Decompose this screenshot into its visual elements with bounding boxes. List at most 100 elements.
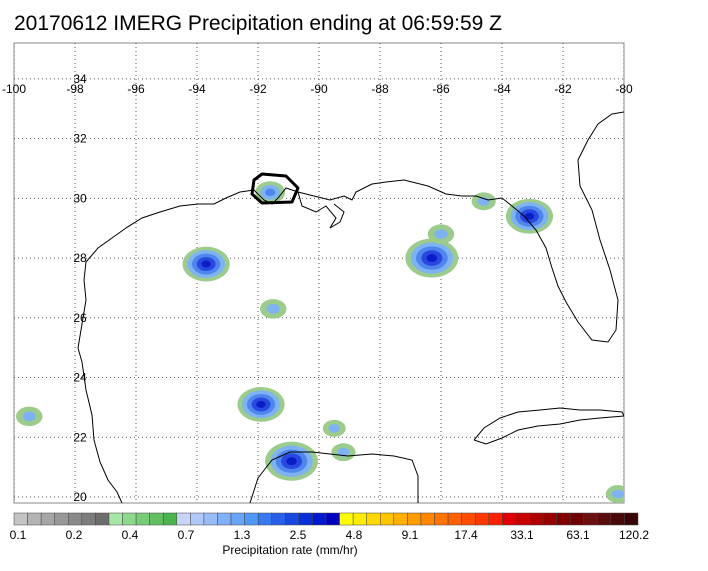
colorbar-swatch bbox=[257, 512, 272, 526]
lon-tick-label: -84 bbox=[493, 82, 511, 96]
colorbar-tick-label: 4.8 bbox=[346, 528, 363, 542]
mississippi-delta bbox=[297, 191, 345, 229]
colorbar-swatch bbox=[230, 512, 245, 526]
precip-cell bbox=[260, 299, 287, 319]
lon-tick-label: -88 bbox=[371, 82, 389, 96]
colorbar-tick-label: 0.7 bbox=[178, 528, 195, 542]
colorbar-swatch bbox=[515, 512, 530, 526]
colorbar-swatch bbox=[271, 512, 286, 526]
yucatan-coastline bbox=[249, 451, 419, 503]
colorbar-swatch bbox=[27, 512, 42, 526]
colorbar-swatch bbox=[447, 512, 462, 526]
colorbar-swatch bbox=[529, 512, 544, 526]
lon-tick-label: -86 bbox=[432, 82, 450, 96]
colorbar-swatch bbox=[352, 512, 367, 526]
precip-cell bbox=[427, 224, 455, 244]
colorbar-swatch bbox=[217, 512, 232, 526]
colorbar-swatch bbox=[366, 512, 381, 526]
colorbar-swatch bbox=[285, 512, 300, 526]
colorbar-swatch bbox=[474, 512, 490, 526]
colorbar-swatch bbox=[542, 512, 557, 526]
colorbar-swatch bbox=[502, 512, 517, 526]
precip-cell bbox=[505, 198, 554, 234]
colorbar-swatch bbox=[108, 512, 123, 526]
lon-tick-label: -80 bbox=[615, 82, 633, 96]
axis-tick-labels: -100 -98 -96 -94 -92 -90 -88 -86 -84 -82 -80 20 22 24… bbox=[2, 72, 633, 504]
lon-tick-label: -98 bbox=[66, 82, 84, 96]
cuba-coastline bbox=[473, 407, 624, 445]
colorbar-swatch bbox=[461, 512, 476, 526]
colorbar-tick-label: 63.1 bbox=[566, 528, 590, 542]
precip-cell bbox=[405, 238, 459, 278]
colorbar-swatch bbox=[203, 512, 218, 526]
colorbar-label: Precipitation rate (mm/hr) bbox=[222, 543, 358, 557]
colorbar-swatch bbox=[176, 512, 191, 526]
highlight-outline bbox=[250, 172, 300, 205]
colorbar-swatch bbox=[68, 512, 83, 526]
colorbar-swatch bbox=[81, 512, 96, 526]
colorbar-swatch bbox=[610, 512, 625, 526]
colorbar-swatch bbox=[597, 512, 612, 526]
lon-tick-label: -90 bbox=[310, 82, 328, 96]
colorbar-tick-label: 17.4 bbox=[454, 528, 478, 542]
colorbar-tick-label: 2.5 bbox=[290, 528, 307, 542]
precip-cell bbox=[237, 387, 285, 422]
colorbar-swatch bbox=[569, 512, 584, 526]
lat-tick-label: 20 bbox=[73, 490, 87, 504]
colorbar-swatch bbox=[298, 512, 313, 526]
colorbar-tick-label: 120.2 bbox=[619, 528, 649, 542]
colorbar-swatch bbox=[190, 512, 205, 526]
lat-tick-label: 26 bbox=[73, 311, 87, 325]
colorbar-swatch bbox=[244, 512, 259, 526]
lon-tick-label: -92 bbox=[249, 82, 267, 96]
colorbar-swatch bbox=[122, 512, 137, 526]
colorbar-tick-label: 0.1 bbox=[10, 528, 27, 542]
colorbar-swatch bbox=[420, 512, 435, 526]
lon-tick-label: -100 bbox=[2, 82, 26, 96]
colorbar-swatch bbox=[434, 512, 449, 526]
colorbar-swatch bbox=[149, 512, 164, 526]
lat-tick-label: 22 bbox=[73, 430, 87, 444]
map-frame bbox=[13, 42, 625, 504]
colorbar-swatch bbox=[95, 512, 110, 526]
colorbar-swatch bbox=[40, 512, 55, 526]
colorbar-swatch bbox=[556, 512, 571, 526]
map-title: 20170612 IMERG Precipitation ending at 0… bbox=[14, 12, 502, 35]
colorbar-swatch bbox=[54, 512, 69, 526]
precip-cells bbox=[16, 181, 624, 503]
lat-tick-label: 30 bbox=[73, 191, 87, 205]
colorbar-tick-label: 0.2 bbox=[66, 528, 83, 542]
us-gulf-coastline bbox=[77, 111, 624, 503]
colorbar-swatch bbox=[13, 512, 28, 526]
precip-cell bbox=[331, 443, 356, 462]
colorbar-swatch bbox=[624, 512, 639, 526]
lat-tick-label: 24 bbox=[73, 371, 87, 385]
colorbar-swatch bbox=[488, 512, 503, 526]
colorbar: 0.1 0.2 0.4 0.7 1.3 2.5 4.8 9.1 17.4 33.1 63.1 120.… bbox=[10, 512, 649, 542]
lon-tick-label: -94 bbox=[188, 82, 206, 96]
lon-tick-label: -96 bbox=[127, 82, 145, 96]
colorbar-swatch bbox=[583, 512, 598, 526]
coastline bbox=[77, 111, 624, 503]
precip-cell bbox=[265, 441, 318, 481]
colorbar-tick-label: 9.1 bbox=[402, 528, 419, 542]
colorbar-tick-label: 1.3 bbox=[234, 528, 251, 542]
precip-cell bbox=[182, 246, 230, 282]
colorbar-tick-label: 33.1 bbox=[510, 528, 534, 542]
precip-cell bbox=[16, 406, 43, 427]
colorbar-swatch bbox=[162, 512, 178, 526]
colorbar-swatch bbox=[393, 512, 408, 526]
lat-tick-label: 34 bbox=[73, 72, 87, 86]
colorbar-swatch bbox=[407, 512, 422, 526]
colorbar-swatch bbox=[380, 512, 395, 526]
colorbar-tick-label: 0.4 bbox=[122, 528, 139, 542]
lat-tick-label: 28 bbox=[73, 251, 87, 265]
lat-tick-label: 32 bbox=[73, 132, 87, 146]
precip-cell bbox=[471, 192, 496, 211]
lat-lon-grid bbox=[14, 43, 624, 503]
colorbar-swatch bbox=[312, 512, 327, 526]
lon-tick-label: -82 bbox=[554, 82, 572, 96]
precip-cell bbox=[322, 419, 346, 437]
precip-cell bbox=[605, 485, 624, 503]
